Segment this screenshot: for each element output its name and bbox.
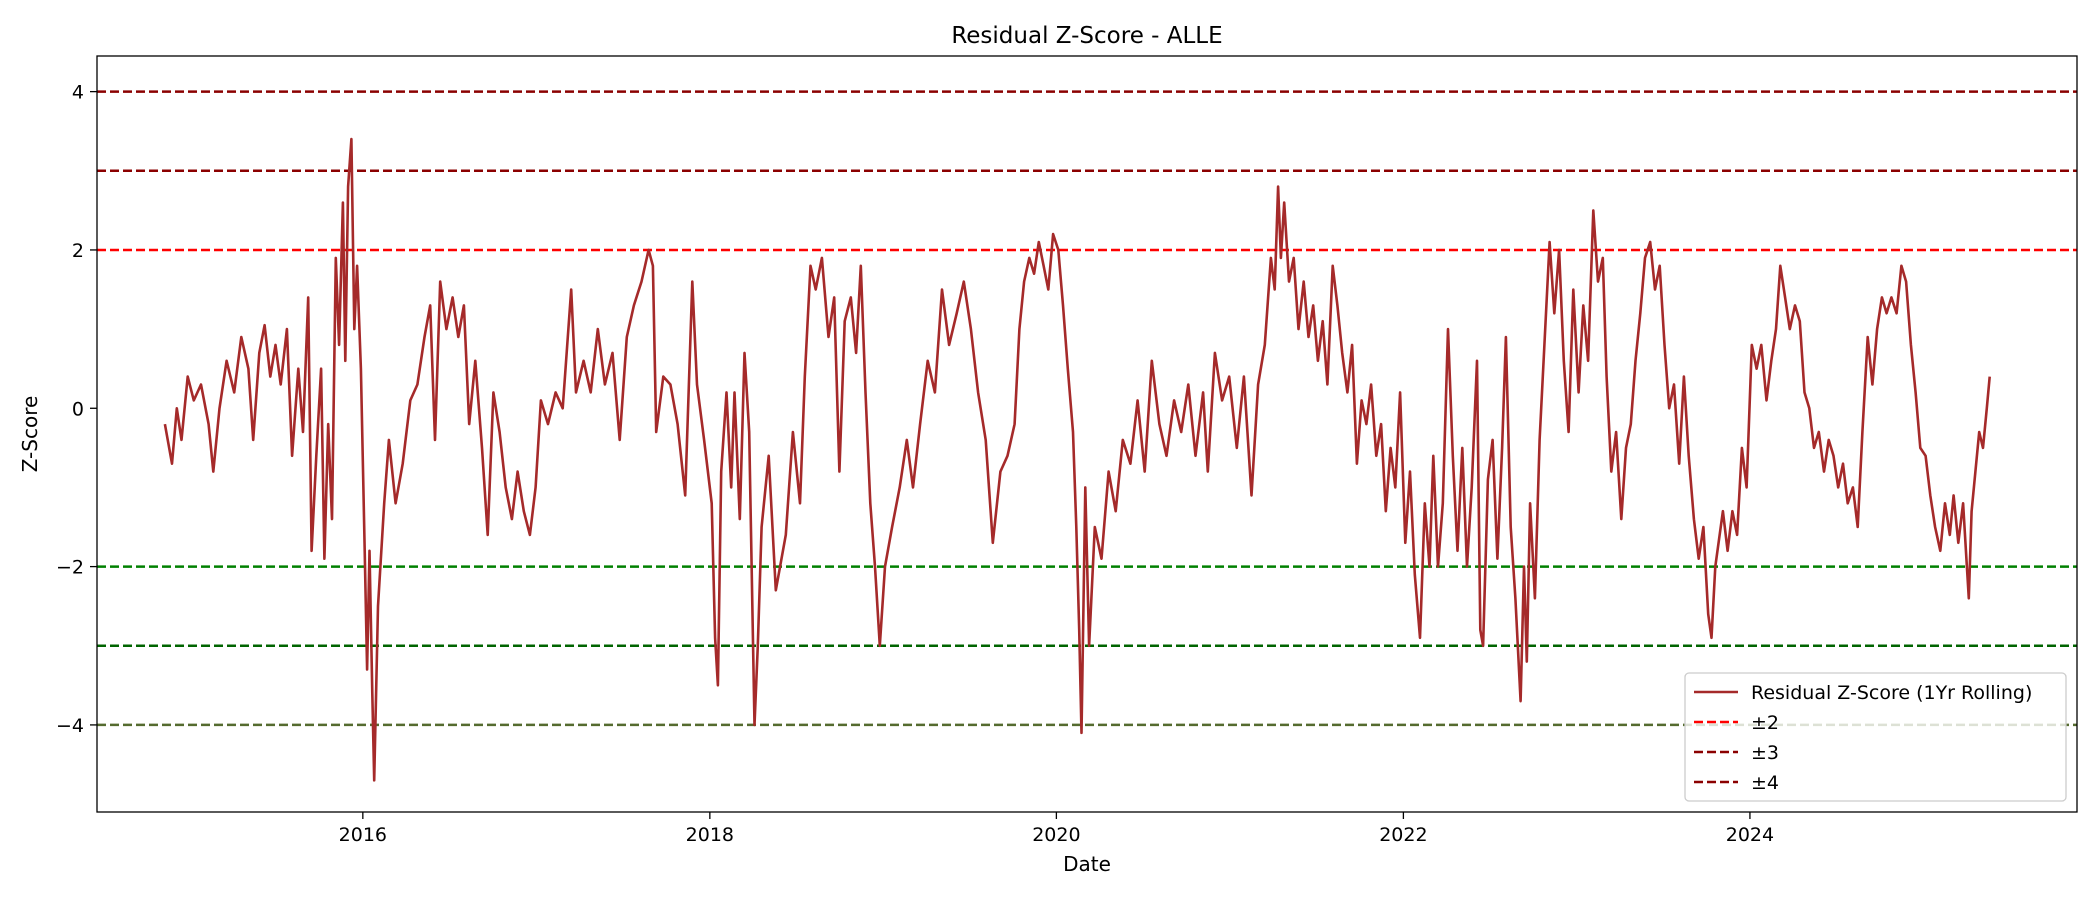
plot-area-frame	[96, 55, 2078, 813]
y-tick-label: 4	[72, 82, 84, 104]
x-tick-label: 2022	[1379, 824, 1427, 846]
x-tick-label: 2016	[339, 824, 387, 846]
x-tick-label: 2020	[1032, 824, 1080, 846]
y-axis-label: Z-Score	[18, 396, 42, 473]
y-tick-label: 0	[72, 398, 84, 420]
legend: Residual Z-Score (1Yr Rolling) ±2 ±3 ±4	[1684, 672, 2067, 802]
legend-label-series: Residual Z-Score (1Yr Rolling)	[1751, 682, 2032, 704]
series-line	[163, 137, 1991, 782]
x-tick-label: 2024	[1726, 824, 1774, 846]
y-axis: −4 −2 0 2 4	[56, 82, 97, 737]
legend-label-plus4: ±4	[1751, 772, 1779, 794]
x-tick-label: 2018	[686, 824, 734, 846]
y-tick-label: −4	[56, 715, 84, 737]
legend-label-plus3: ±3	[1751, 742, 1779, 764]
y-tick-label: 2	[72, 240, 84, 262]
y-tick-label: −2	[56, 557, 84, 579]
legend-frame	[1684, 672, 2067, 802]
x-axis-label: Date	[1063, 852, 1111, 876]
series-layer	[163, 137, 1991, 782]
legend-label-plus2: ±2	[1751, 712, 1779, 734]
chart-title: Residual Z-Score - ALLE	[951, 23, 1222, 49]
x-axis: 2016 2018 2020 2022 2024	[339, 812, 1774, 846]
